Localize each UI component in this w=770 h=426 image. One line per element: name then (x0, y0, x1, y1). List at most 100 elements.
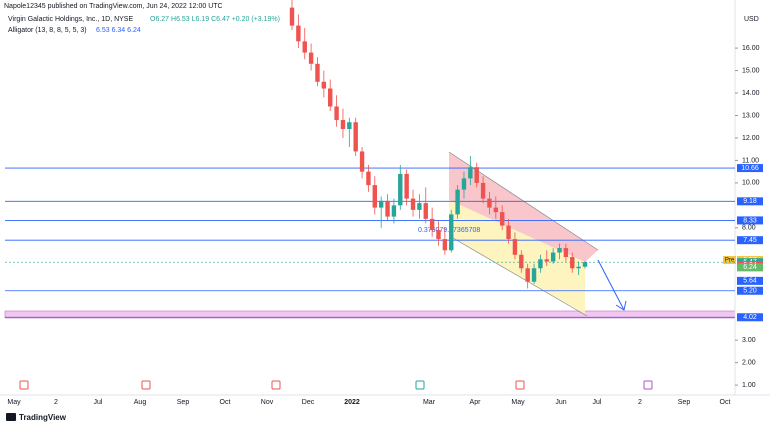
x-tick-label: May (7, 399, 21, 406)
earnings-icon (141, 380, 151, 390)
x-tick-label: Sep (177, 399, 190, 406)
price-tag-label: 6.24 (743, 264, 757, 271)
price-tag (737, 216, 763, 225)
candle-body (347, 122, 352, 129)
price-tag-label: 7.45 (743, 237, 757, 244)
candle-body (468, 167, 473, 179)
price-tag-label: 8.33 (743, 217, 757, 224)
candle-body (455, 189, 460, 215)
x-tick-label: Nov (261, 399, 274, 406)
candle-body (417, 203, 422, 210)
y-tick-label: 13.00 (742, 112, 760, 119)
y-tick-label: 15.00 (742, 67, 760, 74)
candle-body (359, 151, 365, 172)
pre-tag (723, 255, 736, 264)
x-tick-label: Jul (94, 399, 103, 406)
price-tag-label: 4.02 (743, 314, 757, 321)
candle-body (289, 7, 295, 26)
candle-body (576, 266, 581, 269)
candle-body (404, 173, 409, 199)
candle-body (474, 167, 479, 183)
candle-body (461, 178, 467, 190)
x-tick-label: Jul (593, 399, 602, 406)
indicator-values: 6.53 6.34 6.24 (96, 27, 141, 34)
candle-body (302, 41, 307, 53)
y-tick-label: 1.00 (742, 382, 756, 389)
candle-body (398, 173, 403, 206)
earnings-icon (415, 380, 425, 390)
earnings-icon (19, 380, 29, 390)
candle-body (499, 212, 505, 226)
y-tick-label: 12.00 (742, 135, 760, 142)
price-tag (737, 197, 763, 206)
x-tick-label: Oct (220, 399, 231, 406)
x-tick-label: 2022 (344, 399, 360, 406)
y-tick-label: 3.00 (742, 337, 756, 344)
candle-body (410, 198, 416, 210)
price-tag (737, 276, 763, 285)
candle-body (353, 122, 358, 152)
price-tag (737, 286, 763, 295)
candle-body (493, 207, 499, 213)
candle-body (321, 81, 327, 89)
brand: TradingView (19, 413, 67, 422)
currency: USD (744, 16, 759, 23)
candle-body (544, 259, 549, 262)
candle-body (334, 106, 339, 120)
byline: Napole12345 published on TradingView.com… (4, 3, 223, 10)
candle-body (296, 25, 301, 42)
y-tick-label: 11.00 (742, 157, 759, 164)
candle-body (538, 259, 543, 269)
candle-body (328, 88, 333, 107)
y-tick-label: 14.00 (742, 90, 760, 97)
price-tag (737, 263, 763, 272)
x-tick-label: Aug (134, 399, 147, 406)
x-tick-label: Dec (302, 399, 315, 406)
candle-body (512, 239, 518, 255)
candle-body (531, 268, 537, 282)
candle-body (372, 185, 378, 208)
x-tick-label: Mar (423, 399, 436, 406)
channel-line (452, 237, 588, 317)
candle-body (480, 182, 486, 199)
price-tag (737, 236, 763, 245)
earnings-icon (515, 380, 525, 390)
price-tag (737, 164, 763, 173)
price-tag (737, 313, 763, 322)
arrow (597, 259, 625, 311)
logo (6, 413, 16, 421)
price-tag-label: 9.18 (743, 198, 757, 205)
earnings-icon (643, 380, 653, 390)
candle-body (563, 248, 569, 258)
candle-body (487, 198, 492, 208)
candle-body (550, 252, 556, 262)
x-tick-label: Jun (555, 399, 566, 406)
ohlc: O6.27 H6.53 L6.19 C6.47 +0.20 (+3.19%) (150, 16, 280, 23)
price-tag-label: 5.64 (743, 278, 757, 285)
price-tag-label: 5.20 (743, 288, 757, 295)
candle-body (436, 230, 441, 240)
x-tick-label: 2 (54, 399, 58, 406)
x-tick-label: Sep (678, 399, 691, 406)
x-tick-label: May (511, 399, 525, 406)
candle-body (449, 214, 454, 251)
yellow-zone (449, 200, 585, 314)
x-tick-label: 2 (638, 399, 642, 406)
candle-body (519, 254, 524, 269)
candle-body (391, 205, 397, 217)
pre-tag-label: Pre (725, 258, 735, 264)
candle-body (366, 171, 371, 186)
y-tick-label: 8.00 (742, 225, 756, 232)
candle-body (429, 218, 435, 231)
red-zone (449, 152, 598, 262)
price-tag-label: 10.66 (741, 165, 759, 172)
candle-body (506, 225, 511, 240)
candle-body (525, 268, 530, 282)
candle-body (340, 119, 346, 129)
candle-body (423, 203, 428, 219)
candle-body (557, 248, 562, 253)
x-tick-label: Oct (720, 399, 731, 406)
earnings-icon (271, 380, 281, 390)
